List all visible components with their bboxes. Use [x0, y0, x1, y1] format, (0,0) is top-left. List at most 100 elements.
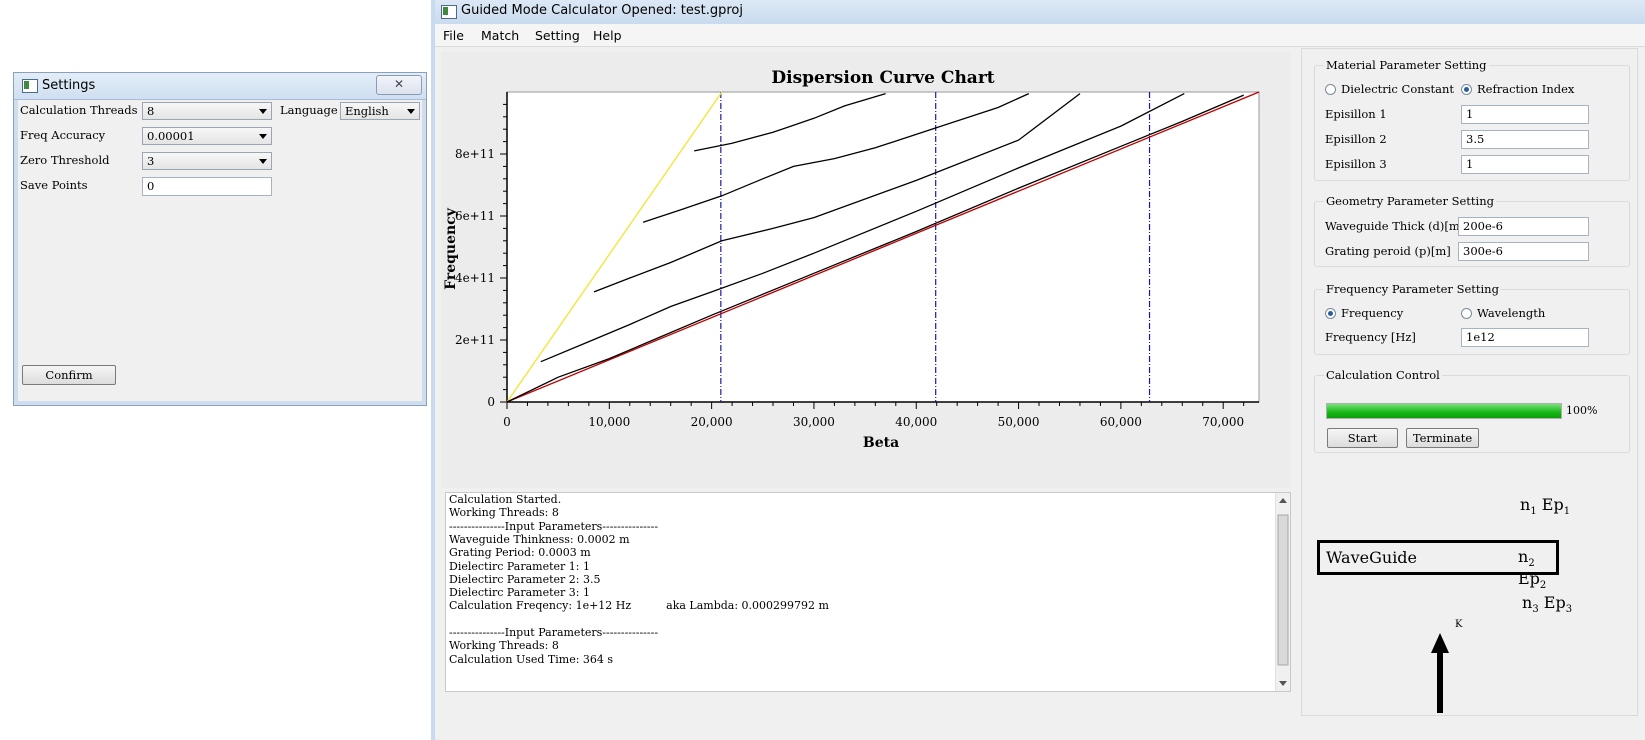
menu-setting[interactable]: Setting [535, 28, 580, 43]
calc-threads-select[interactable]: 8 [142, 102, 272, 120]
material-group: Material Parameter Setting Dielectric Co… [1314, 58, 1630, 181]
radio-dielectric-label: Dielectric Constant [1341, 82, 1455, 96]
main-titlebar[interactable]: Guided Mode Calculator Opened: test.gpro… [435, 0, 1645, 24]
thick-label: Waveguide Thick (d)[m] [1325, 219, 1465, 233]
chevron-down-icon [259, 109, 267, 114]
freq-input[interactable]: 1e12 [1461, 328, 1589, 347]
log-line: ---------------Input Parameters---------… [449, 519, 659, 533]
settings-title: Settings [42, 78, 96, 93]
log-line: Dielectirc Parameter 2: 3.5 [449, 572, 601, 586]
material-group-title: Material Parameter Setting [1324, 58, 1489, 72]
x-axis-label: Beta [863, 435, 899, 451]
x-tick-label: 50,000 [998, 415, 1040, 429]
scroll-thumb[interactable] [1277, 514, 1289, 666]
series-line-4 [593, 93, 1081, 293]
log-output[interactable]: Calculation Started. Working Threads: 8 --… [445, 492, 1291, 692]
series-line-0 [506, 91, 723, 403]
parameter-panel: Material Parameter Setting Dielectric Co… [1301, 48, 1638, 716]
log-line: Grating Period: 0.0003 m [449, 546, 591, 560]
zero-threshold-select[interactable]: 3 [142, 152, 272, 170]
settings-window: Settings ✕ Calculation Threads 8 Languag… [13, 72, 427, 406]
radio-frequency-label: Frequency [1341, 306, 1404, 320]
n3-ep3-label: n3 Ep3 [1522, 593, 1573, 616]
language-select[interactable]: English [340, 102, 420, 120]
y-tick-label: 0 [487, 395, 495, 409]
y-tick-label: 4e+11 [455, 271, 495, 285]
log-line: Dielectirc Parameter 3: 1 [449, 586, 590, 600]
main-window: Guided Mode Calculator Opened: test.gpro… [431, 0, 1645, 740]
settings-titlebar[interactable]: Settings ✕ [14, 73, 426, 100]
period-label: Grating peroid (p)[m] [1325, 244, 1451, 258]
app-icon [441, 5, 457, 19]
eps3-input[interactable]: 1 [1461, 155, 1589, 174]
chart-title: Dispersion Curve Chart [771, 68, 994, 88]
log-line: ---------------Input Parameters---------… [449, 626, 659, 639]
n1-ep1-label: n1 Ep1 [1520, 495, 1571, 518]
log-line: Calculation Freqency: 1e+12 Hz aka Lambd… [449, 599, 829, 613]
close-button[interactable]: ✕ [376, 75, 422, 95]
frequency-group-title: Frequency Parameter Setting [1324, 282, 1501, 296]
chevron-down-icon [259, 134, 267, 139]
chart-panel: Dispersion Curve Chart Beta Frequency 0 10,0… [441, 52, 1291, 488]
series-line-5 [642, 93, 1030, 223]
terminate-button[interactable]: Terminate [1406, 428, 1479, 448]
scroll-down-icon[interactable] [1279, 681, 1287, 686]
log-line: Calculation Started. [449, 493, 562, 506]
eps2-label: Episillon 2 [1325, 132, 1387, 146]
calc-threads-label: Calculation Threads [20, 103, 138, 117]
scroll-up-icon[interactable] [1279, 498, 1287, 503]
radio-wavelength[interactable] [1461, 308, 1472, 319]
freq-accuracy-label: Freq Accuracy [20, 128, 106, 142]
freq-accuracy-select[interactable]: 0.00001 [142, 127, 272, 145]
period-input[interactable]: 300e-6 [1458, 242, 1589, 261]
app-icon [22, 79, 38, 93]
thick-input[interactable]: 200e-6 [1458, 217, 1589, 236]
menu-match[interactable]: Match [481, 28, 520, 43]
menu-bar: File Match Setting Help [435, 24, 1645, 47]
chevron-down-icon [407, 109, 415, 114]
y-tick-label: 2e+11 [455, 333, 495, 347]
frequency-group: Frequency Parameter Setting Frequency Wa… [1314, 282, 1630, 355]
log-line: Dielectirc Parameter 1: 1 [449, 559, 590, 573]
y-tick-label: 6e+11 [455, 209, 495, 223]
chevron-down-icon [259, 159, 267, 164]
progress-bar [1326, 403, 1562, 419]
radio-dielectric[interactable] [1325, 84, 1336, 95]
progress-fill [1327, 404, 1561, 418]
calc-control-group: Calculation Control 100% Start Terminate [1314, 368, 1630, 453]
k-label: K [1455, 619, 1463, 630]
menu-file[interactable]: File [443, 28, 464, 43]
x-tick-label: 60,000 [1100, 415, 1142, 429]
eps1-input[interactable]: 1 [1461, 105, 1589, 124]
zero-threshold-label: Zero Threshold [20, 153, 110, 167]
y-axis-label: Frequency [443, 207, 459, 290]
freq-label: Frequency [Hz] [1325, 330, 1416, 344]
log-line: Waveguide Thinkness: 0.0002 m [449, 532, 630, 546]
calc-control-title: Calculation Control [1324, 368, 1442, 382]
x-tick-label: 30,000 [793, 415, 835, 429]
k-arrow-icon [1431, 633, 1449, 713]
x-tick-label: 70,000 [1202, 415, 1244, 429]
dispersion-chart[interactable]: Dispersion Curve Chart Beta Frequency 0 10,0… [441, 52, 1291, 488]
radio-refraction-label: Refraction Index [1477, 82, 1575, 96]
confirm-button[interactable]: Confirm [22, 365, 116, 385]
log-scrollbar[interactable] [1275, 493, 1290, 691]
start-button[interactable]: Start [1327, 428, 1398, 448]
eps1-label: Episillon 1 [1325, 107, 1387, 121]
log-line: Calculation Used Time: 364 s [449, 652, 614, 666]
series-line-3 [540, 93, 1185, 363]
geometry-group-title: Geometry Parameter Setting [1324, 194, 1496, 208]
x-tick-label: 20,000 [691, 415, 733, 429]
language-label: Language [280, 103, 338, 117]
series-line-6 [694, 92, 886, 152]
eps2-input[interactable]: 3.5 [1461, 130, 1589, 149]
n2-ep2-label: n2 Ep2 [1518, 547, 1547, 592]
radio-frequency[interactable] [1325, 308, 1336, 319]
waveguide-label: WaveGuide [1326, 548, 1418, 567]
save-points-input[interactable]: 0 [142, 177, 272, 196]
close-icon: ✕ [393, 77, 405, 91]
radio-refraction[interactable] [1461, 84, 1472, 95]
menu-help[interactable]: Help [593, 28, 622, 43]
waveguide-box: WaveGuide n2 Ep2 [1317, 540, 1559, 591]
eps3-label: Episillon 3 [1325, 157, 1387, 171]
